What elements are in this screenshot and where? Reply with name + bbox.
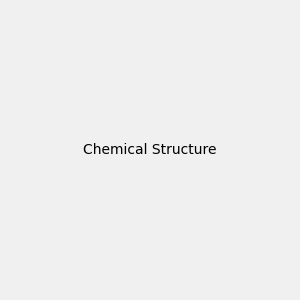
Text: Chemical Structure: Chemical Structure — [83, 143, 217, 157]
